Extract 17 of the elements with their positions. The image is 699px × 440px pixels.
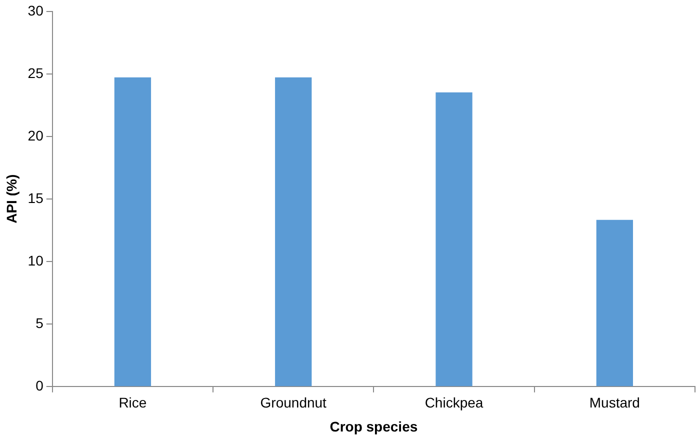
- y-tick-label: 0: [36, 377, 44, 394]
- bar: [596, 220, 633, 386]
- x-tick-label: Mustard: [589, 394, 640, 411]
- bar: [114, 77, 152, 386]
- y-tick-label: 15: [28, 190, 44, 206]
- bar: [436, 92, 472, 386]
- y-tick-label: 10: [28, 252, 44, 268]
- x-tick-label: Rice: [118, 394, 147, 411]
- y-tick-label: 20: [28, 127, 44, 144]
- y-tick-label: 5: [36, 314, 44, 331]
- bar: [275, 77, 312, 386]
- y-axis-title: API (%): [3, 174, 20, 224]
- x-tick-label: Groundnut: [260, 394, 327, 411]
- x-axis-title: Crop species: [330, 418, 418, 434]
- x-tick-label: Chickpea: [424, 394, 484, 411]
- y-tick-label: 25: [28, 64, 44, 81]
- y-tick-label: 30: [28, 2, 44, 18]
